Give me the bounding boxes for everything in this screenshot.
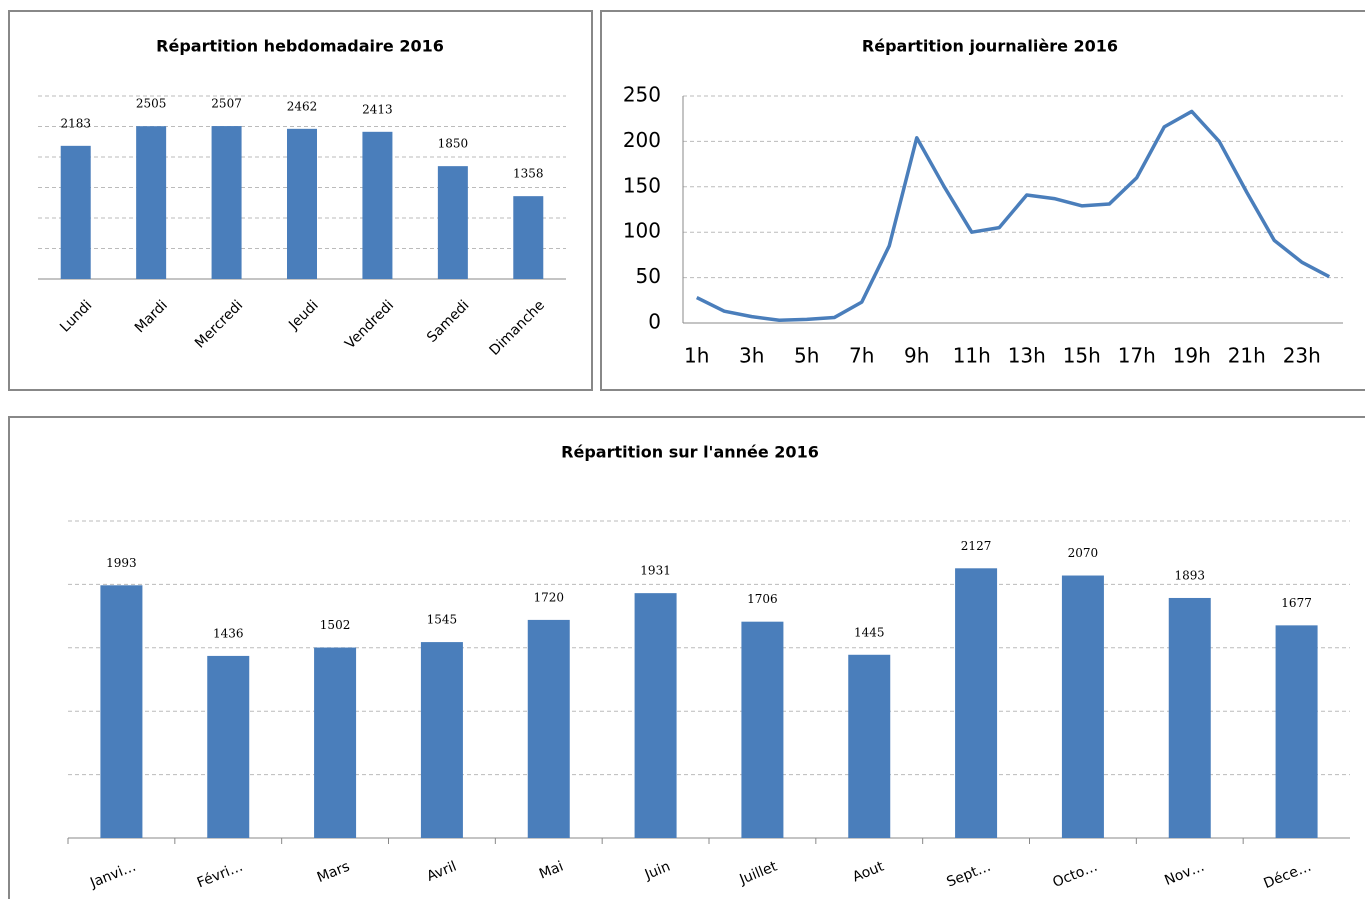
y-tick-label: 0 — [648, 310, 661, 334]
x-tick-label: Juillet — [737, 858, 780, 888]
y-tick-label: 150 — [623, 173, 661, 197]
bar — [634, 593, 677, 838]
x-tick-label: Aout — [850, 858, 886, 885]
y-tick-label: 100 — [623, 219, 661, 243]
x-tick-label: Déce… — [1261, 859, 1313, 892]
bar — [60, 145, 91, 279]
y-tick-label: 200 — [623, 128, 661, 152]
bar — [100, 585, 143, 838]
x-tick-label: Lundi — [57, 297, 95, 335]
value-label: 1502 — [320, 618, 351, 632]
x-tick-label: 19h — [1173, 344, 1211, 368]
bar — [1275, 625, 1318, 838]
bar — [207, 655, 250, 838]
bar — [1061, 575, 1104, 838]
value-label: 1706 — [747, 592, 778, 606]
value-label: 1893 — [1174, 568, 1205, 582]
value-label: 1436 — [213, 626, 244, 640]
x-tick-label: 17h — [1118, 344, 1156, 368]
bar — [211, 126, 242, 279]
panel — [8, 416, 1365, 899]
y-tick-label: 250 — [623, 83, 661, 107]
bar — [1168, 597, 1211, 838]
value-label: 1993 — [106, 556, 137, 570]
x-tick-label: Mardi — [132, 297, 171, 336]
x-tick-label: Mai — [537, 859, 566, 883]
x-tick-label: 23h — [1283, 344, 1321, 368]
panel — [8, 10, 593, 391]
y-tick-label: 50 — [636, 264, 661, 288]
value-label: 1850 — [438, 137, 469, 151]
x-tick-label: Octo… — [1051, 859, 1100, 891]
x-tick-label: Samedi — [424, 297, 472, 345]
x-tick-label: Janvi… — [87, 859, 138, 892]
bar — [362, 131, 393, 279]
chart-title: Répartition hebdomadaire 2016 — [156, 37, 444, 56]
bar — [513, 196, 544, 279]
chart-title: Répartition sur l'année 2016 — [561, 443, 819, 462]
x-tick-label: 7h — [849, 344, 874, 368]
bar — [437, 166, 468, 279]
x-tick-label: Mercredi — [192, 297, 246, 351]
x-tick-label: Févri… — [195, 859, 245, 892]
value-label: 2070 — [1068, 546, 1099, 560]
value-label: 1358 — [513, 167, 544, 181]
x-tick-label: 3h — [739, 344, 764, 368]
value-label: 2507 — [211, 97, 242, 111]
bar — [527, 619, 570, 838]
value-label: 2505 — [136, 97, 167, 111]
value-label: 2462 — [287, 99, 318, 113]
x-tick-label: Sept… — [945, 859, 994, 891]
value-label: 2183 — [60, 116, 91, 130]
chart-title: Répartition journalière 2016 — [862, 37, 1118, 56]
bar — [136, 126, 167, 279]
x-tick-label: Avril — [425, 859, 459, 885]
x-tick-label: 5h — [794, 344, 819, 368]
value-label: 1445 — [854, 625, 885, 639]
x-tick-label: Dimanche — [486, 297, 547, 358]
x-tick-label: 15h — [1063, 344, 1101, 368]
bar — [420, 642, 463, 838]
x-tick-label: Juin — [642, 859, 673, 884]
value-label: 2413 — [362, 102, 393, 116]
x-tick-label: 9h — [904, 344, 929, 368]
bar — [848, 654, 891, 838]
x-tick-label: 21h — [1228, 344, 1266, 368]
panel — [600, 10, 1365, 391]
value-label: 1677 — [1281, 596, 1312, 610]
bar — [287, 128, 317, 279]
x-tick-label: Nov… — [1162, 859, 1206, 889]
x-tick-label: Mars — [315, 859, 352, 886]
x-tick-label: Jeudi — [285, 297, 321, 333]
value-label: 1720 — [533, 590, 564, 604]
x-tick-label: 1h — [684, 344, 709, 368]
bar — [314, 647, 357, 838]
x-tick-label: 11h — [953, 344, 991, 368]
value-label: 2127 — [961, 539, 992, 553]
x-tick-label: Vendredi — [342, 297, 397, 352]
bar — [955, 568, 998, 838]
bar — [741, 621, 784, 838]
value-label: 1931 — [640, 564, 671, 578]
value-label: 1545 — [427, 613, 458, 627]
line — [695, 109, 1331, 323]
x-tick-label: 13h — [1008, 344, 1046, 368]
